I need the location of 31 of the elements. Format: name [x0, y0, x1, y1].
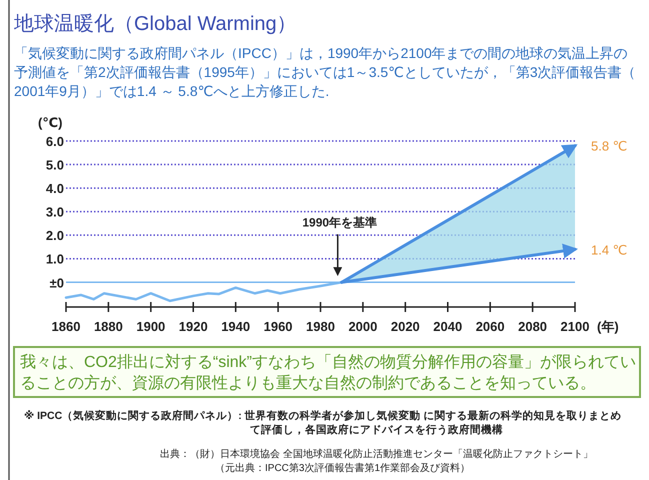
annotation: 1990年を基準	[302, 215, 378, 230]
text: （元出典：IPCC第3次評価報告書第1作業部会及び資料）	[215, 462, 470, 474]
x-tick-label: 2100	[560, 319, 590, 334]
data-label: 5.8 ℃	[591, 138, 628, 154]
x-tick-label: 1940	[221, 319, 250, 334]
x-tick-label: 1900	[136, 319, 166, 334]
x-tick-label: 2080	[518, 319, 548, 334]
x-tick-label: 1960	[264, 319, 293, 334]
x-tick-label: 2060	[476, 319, 505, 334]
y-tick-label: 1.0	[46, 252, 64, 267]
x-tick-label: 1880	[94, 319, 123, 334]
x-tick-label: 1980	[306, 319, 335, 334]
data-label: 1.4 ℃	[591, 242, 628, 258]
x-tick-label: 2000	[348, 319, 378, 334]
x-tick-label: 1860	[52, 319, 80, 334]
x-tick-label: 2020	[390, 319, 420, 334]
y-tick-label: 3.0	[46, 204, 64, 220]
x-axis-title: (年)	[597, 319, 619, 334]
y-tick-label: 6.0	[46, 134, 64, 149]
y-axis-title: (℃)	[38, 115, 62, 130]
y-tick-label: 2.0	[46, 228, 64, 244]
text: ※ IPCC（気候変動に関する政府間パネル）: 世界有数の科学者が参加し気候変動 に関する最新の科学的知見を取りまとめて評価し，各国政府にアドバイスを行う政府間機構	[24, 409, 622, 436]
text: 我々は、CO2排出に対する“sink”すなわち「自然の物質分解作用の容量」が限られていることの方が、資源の有限性よりも重大な自然の制約であることを知っている。	[20, 353, 636, 392]
y-tick-label: 5.0	[46, 158, 64, 173]
y-tick-label: 4.0	[46, 181, 64, 196]
x-tick-label: 1920	[178, 319, 208, 334]
x-tick-label: 2040	[433, 319, 462, 334]
chart-title: 地球温暖化（Global Warming）	[13, 13, 297, 35]
source-note: 出典：（財）日本環境協会 全国地球温暖化防止活動推進センター「温暖化防止ファクトシート」	[160, 448, 593, 460]
chart-subtitle: 「気候変動に関する政府間パネル（IPCC）」は，1990年から2100年までの間の地球の気温上昇の予測値を「第2次評価報告書（1995年）」においては1～3.5℃としていたが，「第3次評価報告書（2001年9月）」では1.4 ～ 5.8℃へと上方修正した.	[14, 45, 636, 99]
y-tick-label: ±0	[50, 275, 64, 290]
